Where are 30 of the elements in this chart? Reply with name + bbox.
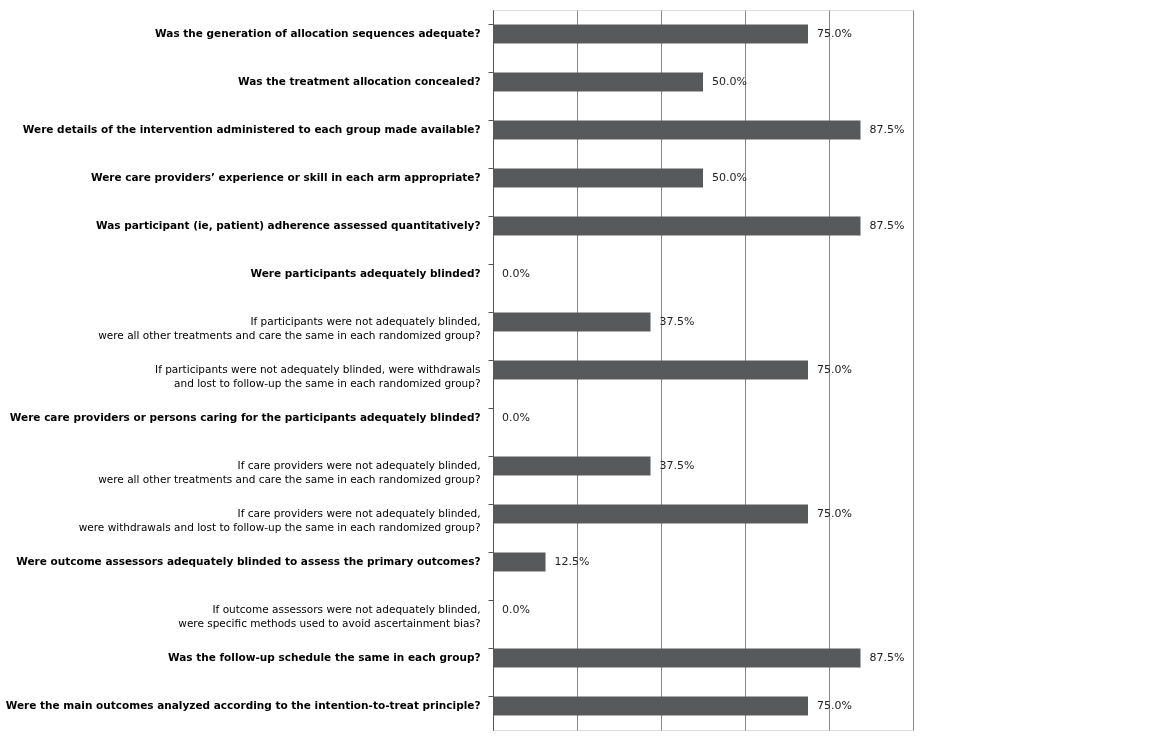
data-label: 0.0% [502,267,530,280]
y-tick-label: Was participant (ie, patient) adherence assessed quantitatively? [96,219,481,231]
data-label: 0.0% [502,603,530,616]
data-label: 12.5% [554,555,590,568]
data-label: 87.5% [869,123,905,136]
data-label: 75.0% [817,507,852,520]
data-label: 75.0% [817,363,852,376]
data-label: 50.0% [712,171,747,184]
data-label: 37.5% [659,315,695,328]
y-tick-label: If participants were not adequately blinded, were all other treatments and care the same in each randomized group? [98,315,481,341]
y-tick-label: Were details of the intervention administered to each group made available? [22,123,481,135]
y-tick-label: Was the generation of allocation sequences adequate? [155,27,481,39]
y-tick-label: Were care providers’ experience or skill in each arm appropriate? [90,171,481,183]
data-label: 87.5% [869,651,905,664]
y-tick-label: Was the treatment allocation concealed? [237,75,481,87]
y-tick-label: Were the main outcomes analyzed according to the intention-to-treat principle? [5,699,481,711]
y-tick-label: If participants were not adequately blinded, were withdrawals and lost to follow-up the same in each randomized group? [155,363,481,389]
y-tick-label: Were outcome assessors adequately blinded to assess the primary outcomes? [16,555,481,567]
y-tick-label: If care providers were not adequately blinded, were withdrawals and lost to follow-up the same in each randomized group? [78,507,481,533]
y-tick-label: If care providers were not adequately blinded, were all other treatments and care the same in each randomized group? [98,459,481,485]
y-tick-label: Were participants adequately blinded? [250,267,481,279]
y-tick-label: Were care providers or persons caring for the participants adequately blinded? [9,411,481,423]
y-tick-label: Was the follow-up schedule the same in each group? [168,651,481,663]
data-label: 75.0% [817,27,852,40]
data-label: 37.5% [659,459,695,472]
data-label: 87.5% [869,219,905,232]
data-label: 50.0% [712,75,747,88]
data-label: 75.0% [817,699,852,712]
data-label: 0.0% [502,411,530,424]
y-tick-label: If outcome assessors were not adequately blinded, were specific methods used to avoid ascertainment bias? [178,603,481,629]
